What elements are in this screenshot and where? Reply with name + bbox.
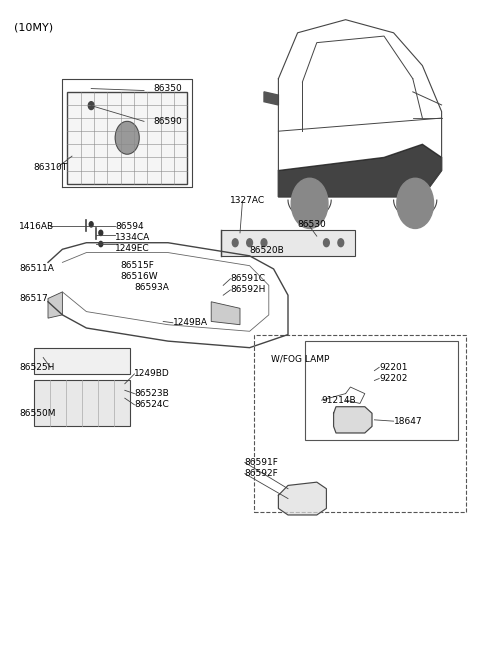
Circle shape — [291, 178, 328, 228]
Circle shape — [115, 121, 139, 154]
Polygon shape — [334, 407, 372, 433]
Text: 86511A: 86511A — [19, 264, 54, 274]
Text: 86550M: 86550M — [19, 409, 56, 418]
Text: 1249BA: 1249BA — [173, 318, 208, 327]
Text: (10MY): (10MY) — [14, 23, 54, 33]
Text: W/FOG LAMP: W/FOG LAMP — [271, 354, 330, 363]
Text: 86530: 86530 — [298, 220, 326, 229]
Text: 86517: 86517 — [19, 294, 48, 303]
Circle shape — [324, 239, 329, 247]
FancyBboxPatch shape — [34, 380, 130, 426]
Circle shape — [89, 222, 93, 227]
Text: 86590: 86590 — [154, 117, 182, 126]
Text: 86591F: 86591F — [245, 458, 279, 467]
Text: 86516W: 86516W — [120, 272, 157, 281]
Text: 1416AB: 1416AB — [19, 222, 54, 231]
Circle shape — [99, 241, 103, 247]
Circle shape — [261, 239, 267, 247]
Text: 1334CA: 1334CA — [115, 233, 150, 242]
Text: 86594: 86594 — [115, 222, 144, 231]
Text: 86310T: 86310T — [34, 163, 68, 172]
FancyBboxPatch shape — [67, 92, 187, 184]
Text: 86515F: 86515F — [120, 261, 154, 270]
Text: 1327AC: 1327AC — [230, 195, 265, 205]
Text: 86520B: 86520B — [250, 246, 284, 255]
Circle shape — [338, 239, 344, 247]
Text: 86592F: 86592F — [245, 469, 278, 478]
Text: 91214B: 91214B — [322, 396, 356, 405]
Text: 86591C: 86591C — [230, 274, 265, 283]
Text: 86350: 86350 — [154, 84, 182, 93]
Text: 92201: 92201 — [379, 363, 408, 372]
Circle shape — [397, 178, 433, 228]
Text: 86523B: 86523B — [134, 389, 169, 398]
Text: 1249EC: 1249EC — [115, 244, 150, 253]
FancyBboxPatch shape — [221, 230, 355, 256]
Circle shape — [232, 239, 238, 247]
Polygon shape — [278, 482, 326, 515]
Polygon shape — [48, 292, 62, 318]
Polygon shape — [211, 302, 240, 325]
Text: 92202: 92202 — [379, 374, 408, 383]
Text: 86593A: 86593A — [134, 283, 169, 293]
Text: 86525H: 86525H — [19, 363, 55, 372]
FancyBboxPatch shape — [34, 348, 130, 374]
Text: 1249BD: 1249BD — [134, 369, 170, 379]
Polygon shape — [278, 144, 442, 197]
Text: 18647: 18647 — [394, 417, 422, 426]
Text: 86524C: 86524C — [134, 400, 169, 409]
Polygon shape — [264, 92, 278, 105]
Circle shape — [247, 239, 252, 247]
Circle shape — [99, 230, 103, 236]
Text: 86592H: 86592H — [230, 285, 266, 295]
Circle shape — [88, 102, 94, 110]
